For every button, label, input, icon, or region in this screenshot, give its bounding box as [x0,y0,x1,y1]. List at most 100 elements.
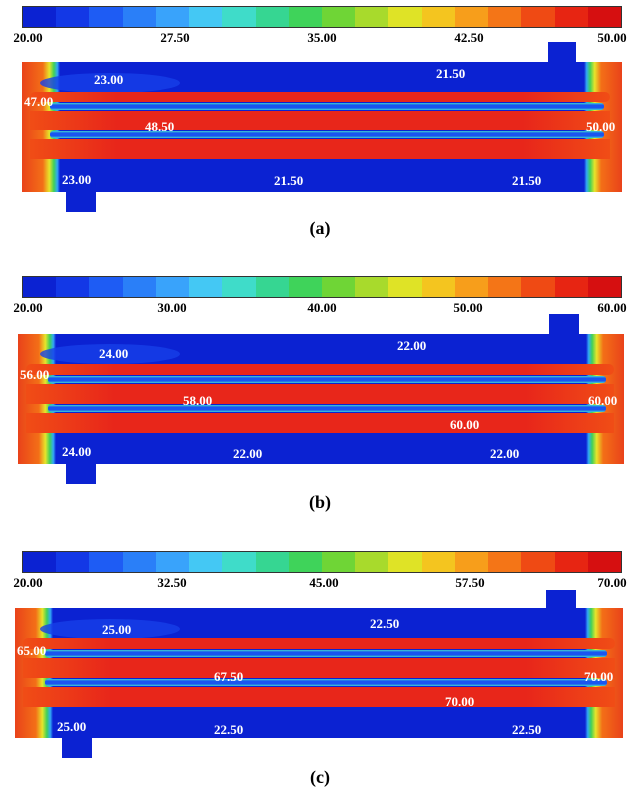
temp-label-c-2: 22.50 [370,616,399,631]
temp-label-c-4: 67.50 [214,669,243,684]
temp-label-c-9: 22.50 [512,722,541,737]
temp-label-a-3: 47.00 [24,94,53,109]
hot-band-1-b [26,364,614,375]
warm-plume-a [40,73,180,93]
tick-b-1: 30.00 [157,300,187,315]
tick-a-4: 50.00 [597,30,627,45]
colorbar-swatch [421,277,455,297]
tick-c-2: 45.00 [309,575,339,590]
tick-b-3: 50.00 [453,300,483,315]
colorbar-swatch [89,7,123,27]
colorbar-swatch [521,552,555,572]
colorbar-swatch [89,277,123,297]
colorbar-swatch [488,552,522,572]
colorbar-swatch [488,277,522,297]
tick-a-3: 42.50 [454,30,484,45]
temp-label-b-1: 24.00 [99,346,128,361]
temp-label-b-6: 60.00 [450,417,479,432]
colorbar-swatch [454,277,489,297]
temp-label-a-6: 23.00 [62,172,91,187]
colorbar-ticks-c: 20.00 32.50 45.00 57.50 70.00 [0,575,640,591]
colorbar-swatch [488,7,522,27]
colorbar-swatch [288,277,322,297]
temperature-field-a: 23.00 21.50 47.00 48.50 50.00 23.00 21.5… [22,42,622,212]
colorbar-swatch [321,552,356,572]
temp-label-c-6: 70.00 [445,694,474,709]
temp-label-b-4: 58.00 [183,393,212,408]
colorbar-swatch [521,7,555,27]
colorbar-swatch [155,552,190,572]
outlet-nozzle-b [549,314,579,336]
colorbar-swatch [189,7,223,27]
colorbar-a [22,6,622,28]
tick-a-1: 27.50 [160,30,190,45]
colorbar-swatch [122,7,156,27]
colorbar-swatch [421,7,455,27]
temp-label-b-3: 56.00 [20,367,49,382]
outlet-nozzle-a [548,42,576,64]
hot-band-2-c [23,658,615,678]
tube-1-b [48,376,606,383]
colorbar-swatch [155,277,190,297]
colorbar-swatch [155,7,190,27]
colorbar-swatch [388,552,422,572]
hot-band-1-c [23,638,615,649]
colorbar-swatch [89,552,123,572]
colorbar-swatch [255,277,289,297]
caption-c: (c) [310,767,330,787]
temperature-field-b: 24.00 22.00 56.00 58.00 60.00 60.00 24.0… [18,314,624,484]
colorbar-swatch [388,7,422,27]
colorbar-swatch [56,7,90,27]
tube-1-c [45,650,607,657]
colorbar-swatch [355,7,389,27]
inlet-nozzle-c [62,736,92,758]
colorbar-swatch [255,552,289,572]
caption-b: (b) [309,492,331,512]
colorbar-c [22,551,622,573]
temp-label-c-7: 25.00 [57,719,86,734]
tick-a-2: 35.00 [307,30,337,45]
tube-1-a [50,103,604,110]
temp-label-a-4: 48.50 [145,119,174,134]
colorbar-swatch [56,552,90,572]
temp-label-b-5: 60.00 [588,393,617,408]
temp-label-c-3: 65.00 [17,643,46,658]
temp-label-c-5: 70.00 [584,669,613,684]
tick-b-4: 60.00 [597,300,627,315]
temp-label-c-8: 22.50 [214,722,243,737]
colorbar-swatch [355,552,389,572]
tick-c-0: 20.00 [13,575,43,590]
temp-label-a-7: 21.50 [274,173,303,188]
inlet-nozzle-b [66,462,96,484]
colorbar-swatch [554,552,588,572]
temp-label-a-5: 50.00 [586,119,615,134]
warm-plume-b [40,344,180,364]
colorbar-swatch [321,277,356,297]
tube-2-c [45,679,607,686]
colorbar-swatch [23,7,57,27]
colorbar-swatch [189,277,223,297]
colorbar-b [22,276,622,298]
warm-plume-c [40,619,180,639]
hot-band-3-c [23,687,615,707]
colorbar-swatch [56,277,90,297]
hot-band-1-a [30,92,610,102]
temp-label-a-1: 23.00 [94,72,123,87]
colorbar-swatch [122,552,156,572]
colorbar-swatch [521,277,555,297]
inlet-nozzle-a [66,190,96,212]
colorbar-swatch [321,7,356,27]
colorbar-swatch [122,277,156,297]
colorbar-swatch [587,277,621,297]
colorbar-swatch [23,552,57,572]
temp-label-b-8: 22.00 [233,446,262,461]
temp-label-c-1: 25.00 [102,622,131,637]
colorbar-swatch [421,552,455,572]
colorbar-swatch [587,552,621,572]
colorbar-swatch [255,7,289,27]
colorbar-swatch [454,7,489,27]
tick-b-2: 40.00 [307,300,337,315]
tick-c-3: 57.50 [455,575,485,590]
temperature-field-c: 25.00 22.50 65.00 67.50 70.00 70.00 25.0… [15,590,623,758]
caption-a: (a) [309,218,331,238]
